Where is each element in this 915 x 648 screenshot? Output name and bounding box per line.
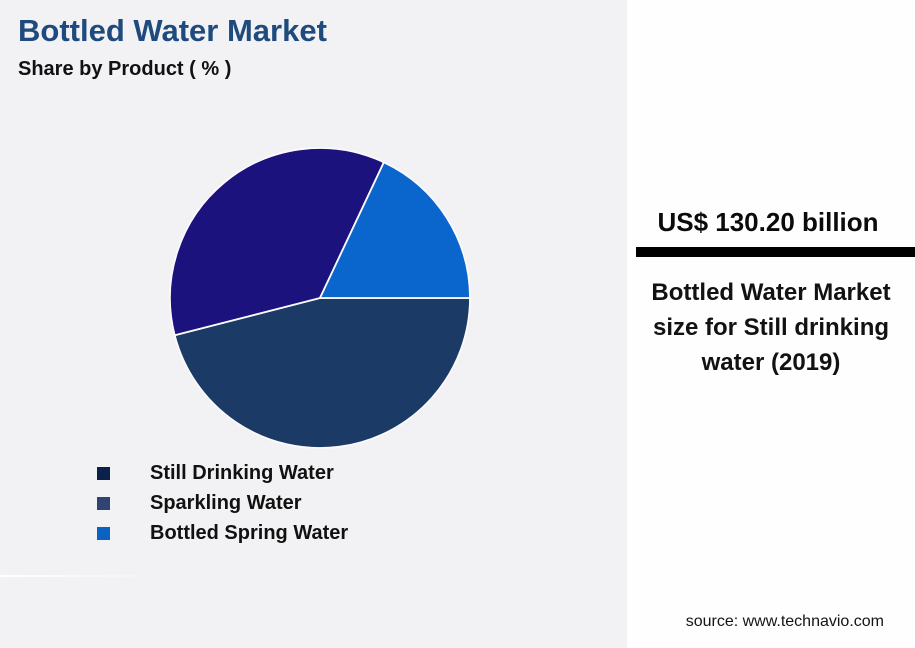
legend-swatch-icon bbox=[97, 466, 110, 480]
pie-slice-2 bbox=[319, 161, 471, 299]
legend-label: Sparkling Water bbox=[150, 491, 302, 514]
legend-label: Still Drinking Water bbox=[150, 461, 334, 484]
legend-item-still-drinking-water: Still Drinking Water bbox=[97, 458, 348, 488]
page-title: Bottled Water Market bbox=[18, 13, 327, 48]
legend-item-sparkling-water: Sparkling Water bbox=[97, 488, 348, 518]
pie-slice-0 bbox=[173, 297, 471, 449]
source-attribution: source: www.technavio.com bbox=[685, 613, 884, 630]
side-panel: US$ 130.20 billion Bottled Water Market … bbox=[627, 0, 915, 648]
legend: Still Drinking Water Sparkling Water Bot… bbox=[97, 458, 348, 548]
metric-description: Bottled Water Market size for Still drin… bbox=[651, 279, 891, 376]
pie-chart bbox=[169, 147, 471, 449]
pie-slice-1 bbox=[169, 147, 385, 337]
page-subtitle: Share by Product ( % ) bbox=[18, 58, 232, 80]
legend-label: Bottled Spring Water bbox=[150, 521, 349, 544]
metric-value: US$ 130.20 billion bbox=[657, 207, 879, 237]
divider-line bbox=[0, 575, 172, 577]
divider-bar bbox=[636, 247, 915, 257]
legend-swatch-icon bbox=[97, 496, 110, 510]
legend-item-bottled-spring-water: Bottled Spring Water bbox=[97, 518, 348, 548]
legend-swatch-icon bbox=[97, 526, 110, 540]
